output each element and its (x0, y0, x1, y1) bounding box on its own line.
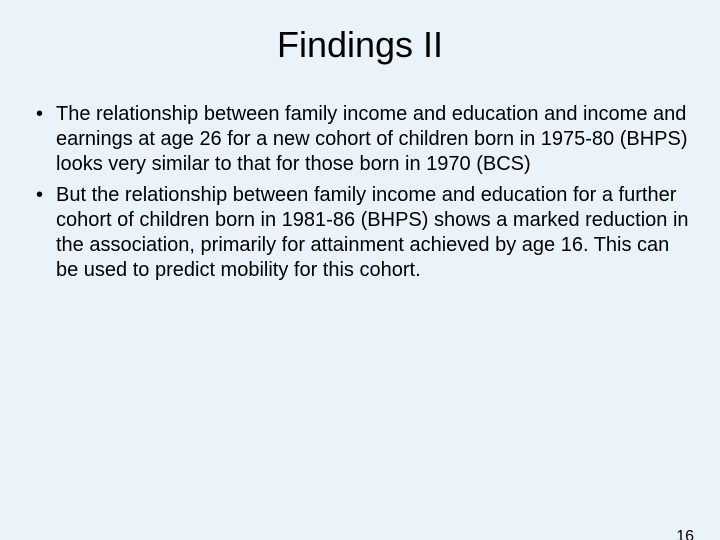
slide-title: Findings II (0, 24, 720, 66)
bullet-list: The relationship between family income a… (0, 102, 720, 283)
slide: Findings II The relationship between fam… (0, 24, 720, 540)
page-number: 16 (676, 528, 694, 540)
bullet-item: But the relationship between family inco… (28, 183, 692, 283)
bullet-item: The relationship between family income a… (28, 102, 692, 177)
